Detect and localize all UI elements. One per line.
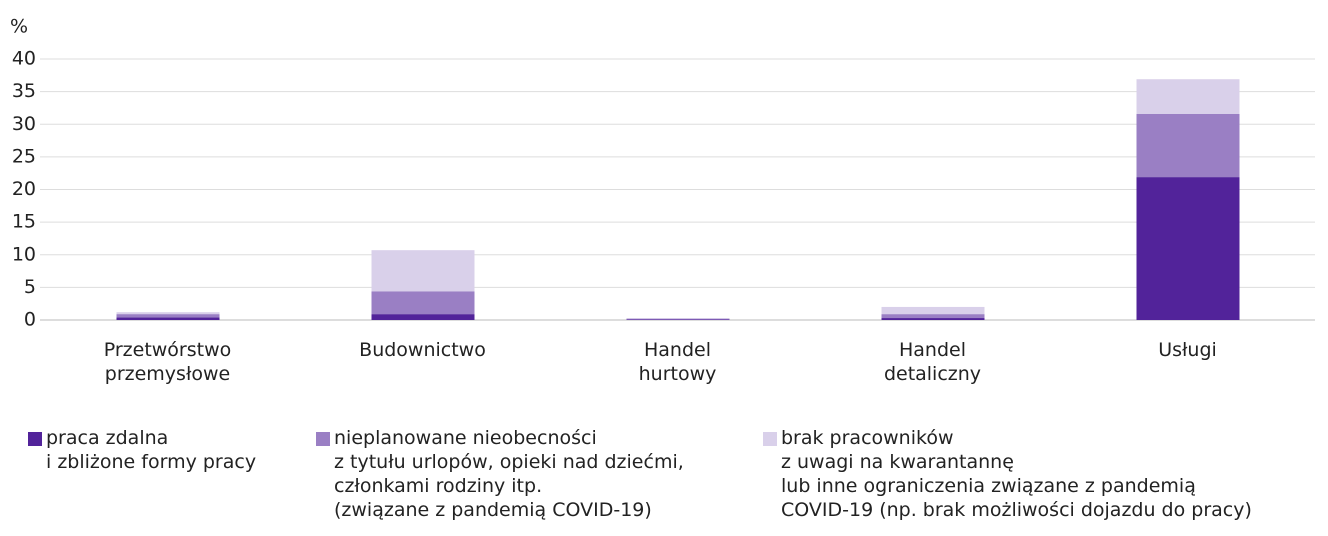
legend-label: brak pracowników z uwagi na kwarantannę … (781, 427, 1252, 521)
y-tick-label: 20 (12, 178, 36, 200)
legend-label: praca zdalna i zbliżone formy pracy (46, 427, 257, 473)
bar-segment (881, 318, 985, 320)
bar-segment (626, 318, 730, 319)
x-tick-label: Usługi (1158, 339, 1217, 361)
y-tick-label: 0 (24, 309, 36, 331)
bar-segment (626, 319, 730, 320)
legend-swatch (763, 432, 777, 446)
bar-segment (626, 318, 730, 320)
bar-segment (371, 250, 475, 292)
bar-segment (1136, 113, 1240, 178)
legend-swatch (28, 432, 42, 446)
legend-swatch (316, 432, 330, 446)
y-axis-label: % (10, 16, 28, 38)
y-tick-label: 25 (12, 145, 36, 167)
bar-segment (116, 317, 220, 320)
bar-segment (116, 312, 220, 315)
bar-segment (881, 306, 985, 315)
bar-segment (881, 314, 985, 319)
bar-segment (371, 291, 475, 315)
y-tick-label: 30 (12, 113, 36, 135)
y-tick-label: 5 (24, 276, 36, 298)
x-tick-label: Handel detaliczny (883, 339, 982, 385)
legend-label: nieplanowane nieobecności z tytułu urlop… (334, 427, 684, 521)
x-tick-label: Budownictwo (359, 339, 486, 361)
bar-segment (1136, 177, 1240, 320)
x-tick-label: Handel hurtowy (638, 339, 717, 385)
bar-segment (1136, 79, 1240, 114)
bar-segment (371, 314, 475, 320)
bar-segment (116, 314, 220, 318)
y-tick-label: 35 (12, 80, 36, 102)
y-tick-label: 40 (12, 48, 36, 70)
x-tick-label: Przetwórstwo przemysłowe (103, 339, 232, 385)
y-tick-label: 10 (12, 243, 36, 265)
y-tick-label: 15 (12, 211, 36, 233)
